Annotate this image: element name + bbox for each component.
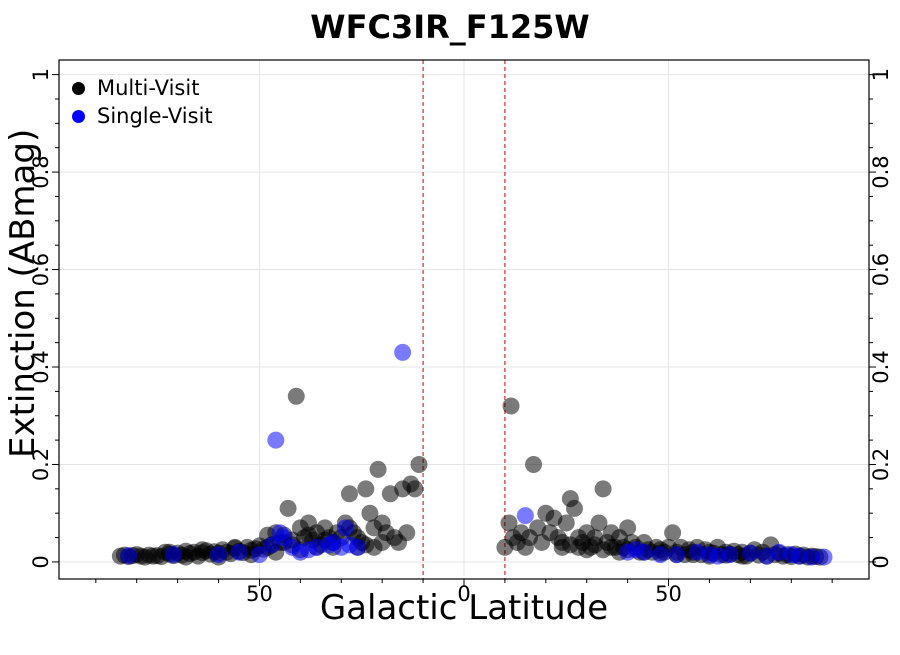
multi-visit-point — [590, 514, 608, 532]
single-visit-point — [803, 548, 821, 566]
single-visit-point — [336, 519, 354, 537]
y-tick-label-right: 0.8 — [869, 155, 893, 188]
single-visit-point — [516, 507, 534, 525]
multi-visit-point — [300, 526, 318, 544]
x-tick-label: 50 — [655, 582, 682, 606]
single-visit-point — [263, 536, 281, 554]
multi-visit-point — [525, 455, 543, 473]
chart-title: WFC3IR_F125W — [310, 8, 590, 46]
single-visit-point — [120, 547, 138, 565]
y-tick-label-right: 0.6 — [869, 253, 893, 286]
multi-visit-point — [565, 499, 583, 517]
legend-marker-single-visit — [72, 109, 85, 123]
data-points — [111, 343, 833, 566]
grid-lines — [59, 60, 869, 579]
single-visit-point — [394, 343, 412, 361]
reference-lines — [422, 60, 506, 579]
single-visit-point — [741, 544, 759, 562]
single-visit-point — [267, 431, 285, 449]
y-tick-label-left: 0.8 — [29, 155, 53, 188]
y-axis-label: Extinction (ABmag) — [3, 128, 43, 458]
legend-item-multi-visit: Multi-Visit — [72, 74, 213, 102]
x-tick-label: 50 — [246, 582, 273, 606]
multi-visit-point — [502, 397, 520, 415]
axes: 50 0 50 0 0 0.2 0.2 0.4 0.4 0.6 0.6 0.8 0.8 1 1 — [29, 68, 893, 606]
x-axis-label: Galactic Latitude — [319, 588, 609, 628]
multi-visit-point — [340, 485, 358, 503]
single-visit-point — [635, 543, 653, 561]
legend-marker-multi-visit — [72, 81, 85, 95]
multi-visit-point — [594, 480, 612, 498]
multi-visit-point — [664, 524, 682, 542]
y-tick-label-left: 0.6 — [29, 253, 53, 286]
multi-visit-point — [279, 499, 297, 517]
y-tick-label-left: 0 — [29, 555, 53, 568]
single-visit-point — [721, 546, 739, 564]
multi-visit-point — [361, 504, 379, 522]
legend-label-single-visit: Single-Visit — [97, 104, 213, 128]
single-visit-point — [790, 547, 808, 565]
multi-visit-point — [619, 519, 637, 537]
multi-visit-point — [369, 460, 387, 478]
y-tick-label-left: 0.2 — [29, 448, 53, 481]
single-visit-point — [815, 548, 833, 566]
legend-label-multi-visit: Multi-Visit — [97, 76, 200, 100]
multi-visit-point — [365, 538, 383, 556]
multi-visit-point — [406, 480, 424, 498]
multi-visit-point — [398, 524, 416, 542]
multi-visit-point — [357, 480, 375, 498]
multi-visit-point — [500, 514, 518, 532]
single-visit-point — [210, 546, 228, 564]
single-visit-point — [230, 543, 248, 561]
legend-item-single-visit: Single-Visit — [72, 102, 213, 130]
single-visit-point — [250, 546, 268, 564]
y-tick-label-left: 0.4 — [29, 350, 53, 383]
multi-visit-point — [410, 455, 428, 473]
single-visit-point — [651, 546, 669, 564]
x-tick-label: 0 — [457, 582, 470, 606]
single-visit-point — [349, 538, 367, 556]
y-tick-label-left: 1 — [29, 68, 53, 81]
y-tick-label-right: 1 — [869, 68, 893, 81]
single-visit-point — [668, 546, 686, 564]
multi-visit-point — [287, 387, 305, 405]
single-visit-point — [165, 546, 183, 564]
multi-visit-point — [193, 541, 211, 559]
y-tick-label-right: 0.2 — [869, 448, 893, 481]
y-tick-label-right: 0 — [869, 555, 893, 568]
y-tick-label-right: 0.4 — [869, 350, 893, 383]
legend: Multi-Visit Single-Visit — [72, 74, 213, 130]
multi-visit-point — [557, 514, 575, 532]
